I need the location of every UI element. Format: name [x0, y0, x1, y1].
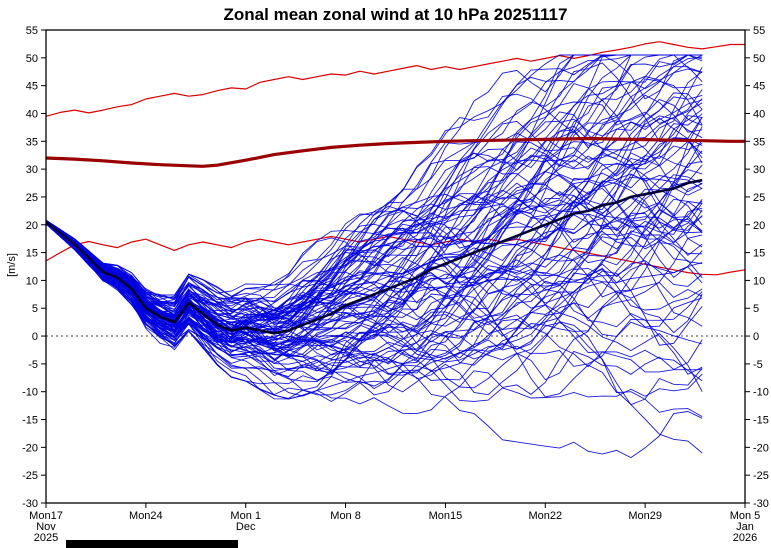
- ensemble-mean-line: [45, 178, 703, 335]
- ensemble-member-line: [45, 213, 703, 347]
- ensemble-member-line: [45, 89, 703, 315]
- x-tick-sublabel: 2025: [34, 532, 58, 544]
- ensemble-member-line: [45, 116, 703, 329]
- chart-title: Zonal mean zonal wind at 10 hPa 20251117: [223, 5, 568, 24]
- ensemble-member-line: [45, 80, 703, 337]
- ensemble-member-line: [45, 137, 703, 296]
- x-tick-label: Mon22: [528, 510, 562, 522]
- ensemble-member-line: [45, 139, 703, 339]
- ensemble-member-line: [45, 220, 703, 382]
- y-tick-label-right: -25: [753, 470, 769, 482]
- ensemble-member-line: [45, 173, 703, 306]
- ensemble-member-line: [45, 222, 703, 392]
- y-tick-label-left: -25: [22, 470, 38, 482]
- y-tick-label-left: 25: [26, 192, 38, 204]
- y-tick-label-right: 50: [753, 53, 765, 65]
- y-tick-label-left: -10: [22, 387, 38, 399]
- x-tick-sublabel: 2026: [733, 532, 757, 544]
- y-tick-label-right: -30: [753, 498, 769, 510]
- y-tick-label-right: -5: [753, 359, 763, 371]
- ensemble-member-line: [45, 94, 703, 361]
- y-tick-label-left: 15: [26, 248, 38, 260]
- climatological-mean-line: [45, 136, 745, 168]
- y-tick-label-left: -20: [22, 442, 38, 454]
- ensemble-member-line: [45, 137, 703, 339]
- y-tick-label-right: -20: [753, 442, 769, 454]
- ensemble-member-line: [45, 78, 703, 318]
- y-tick-label-left: 45: [26, 81, 38, 93]
- ensemble-member-line: [45, 54, 703, 338]
- y-tick-label-right: 40: [753, 108, 765, 120]
- x-tick-label: Mon15: [429, 510, 463, 522]
- ensemble-member-line: [45, 188, 703, 381]
- ensemble-member-line: [45, 223, 703, 381]
- climatological-minimum-line: [45, 235, 746, 276]
- ensemble-member-line: [45, 182, 703, 300]
- ensemble-member-line: [45, 54, 703, 323]
- y-tick-label-right: 45: [753, 81, 765, 93]
- plot-border: [45, 29, 746, 504]
- ensemble-member-line: [45, 54, 703, 335]
- y-tick-label-left: 50: [26, 53, 38, 65]
- y-tick-label-left: 5: [32, 303, 38, 315]
- x-tick-label: Mon 1: [230, 510, 261, 522]
- y-tick-label-right: 15: [753, 248, 765, 260]
- y-tick-label-right: -15: [753, 415, 769, 427]
- x-tick-sublabel: Nov: [36, 521, 56, 533]
- ensemble-member-line: [45, 54, 703, 400]
- y-tick-label-left: -5: [28, 359, 38, 371]
- y-tick-label-right: 30: [753, 164, 765, 176]
- ensemble-member-line: [45, 98, 703, 372]
- ensemble-member-line: [45, 54, 703, 321]
- y-tick-label-left: 55: [26, 25, 38, 37]
- ensemble-member-line: [45, 113, 703, 303]
- y-tick-label-right: 25: [753, 192, 765, 204]
- ensemble-member-line: [45, 190, 703, 333]
- y-tick-label-left: -30: [22, 498, 38, 510]
- y-tick-label-left: 40: [26, 108, 38, 120]
- ensemble-member-line: [45, 180, 703, 400]
- x-tick-label: Mon17: [29, 510, 63, 522]
- y-tick-label-right: -10: [753, 387, 769, 399]
- y-tick-label-left: 0: [32, 331, 38, 343]
- y-tick-label-right: 10: [753, 275, 765, 287]
- climatological-maximum-line: [45, 41, 745, 117]
- ensemble-member-line: [45, 196, 703, 343]
- ensemble-member-line: [45, 220, 703, 402]
- ensemble-member-line: [45, 202, 703, 366]
- ensemble-member-line: [45, 220, 703, 459]
- y-tick-label-left: 35: [26, 136, 38, 148]
- y-tick-label-right: 55: [753, 25, 765, 37]
- y-tick-label-right: 35: [753, 136, 765, 148]
- y-tick-label-left: 30: [26, 164, 38, 176]
- bottom-bar: [66, 540, 238, 548]
- ensemble-member-line: [45, 174, 703, 387]
- y-tick-label-left: 10: [26, 275, 38, 287]
- x-tick-label: Mon 5: [730, 510, 761, 522]
- ensemble-member-line: [45, 209, 703, 396]
- ensemble-member-line: [45, 161, 703, 318]
- x-tick-sublabel: Dec: [236, 521, 256, 533]
- x-tick-label: Mon29: [628, 510, 662, 522]
- y-tick-label-left: -15: [22, 415, 38, 427]
- ensemble-member-line: [45, 92, 703, 355]
- x-tick-label: Mon24: [129, 510, 163, 522]
- y-tick-label-right: 20: [753, 220, 765, 232]
- y-tick-label-right: 5: [753, 303, 759, 315]
- ensemble-member-line: [45, 223, 703, 356]
- x-tick-sublabel: Jan: [736, 521, 754, 533]
- y-tick-label-left: 20: [26, 220, 38, 232]
- ensemble-member-line: [45, 220, 703, 406]
- x-tick-label: Mon 8: [330, 510, 361, 522]
- y-tick-label-right: 0: [753, 331, 759, 343]
